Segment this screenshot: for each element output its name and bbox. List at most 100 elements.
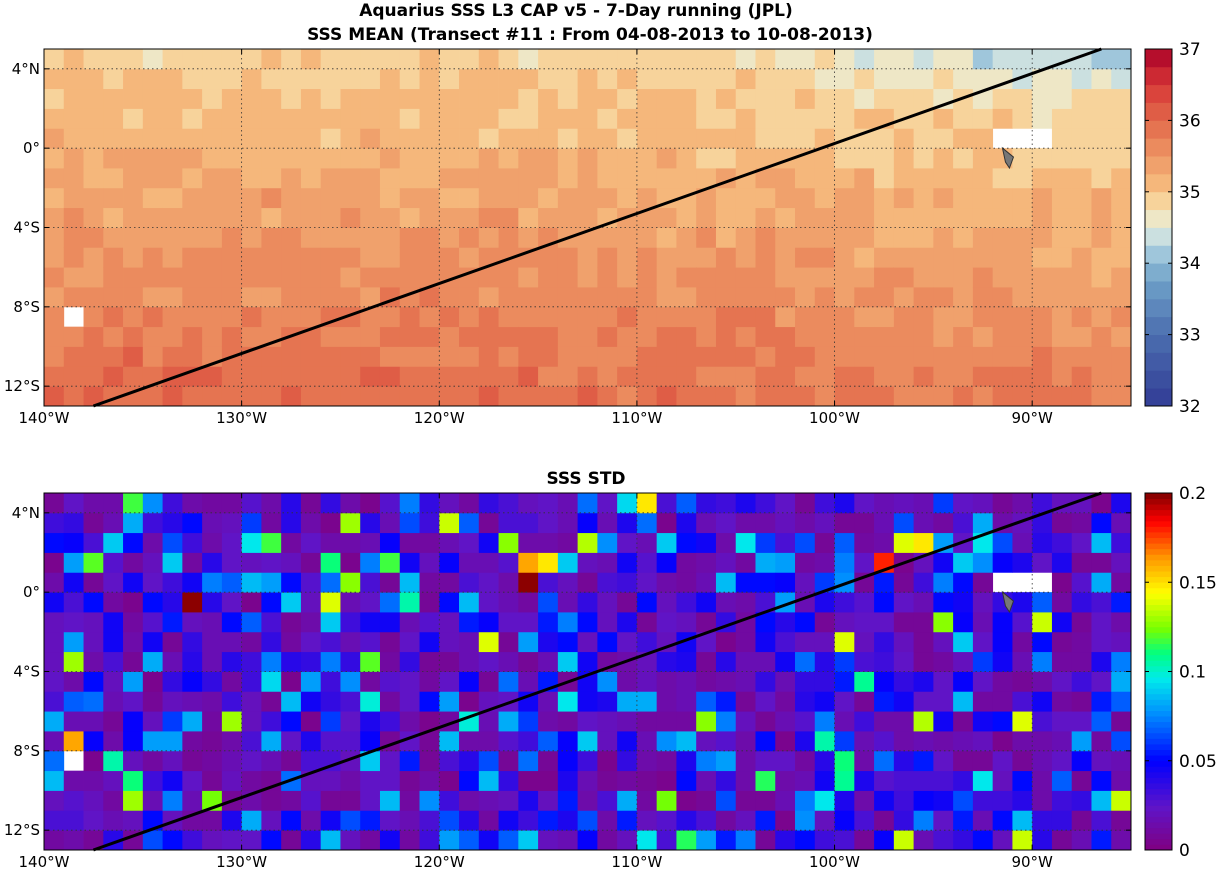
heatmap-cell — [202, 227, 223, 248]
heatmap-cell — [44, 631, 65, 653]
heatmap-cell — [63, 366, 84, 387]
heatmap-cell — [775, 612, 796, 633]
heatmap-cell — [459, 592, 480, 613]
heatmap-cell — [735, 267, 756, 288]
sss-mean-panel: 140°W 130°W 120°W 110°W 100°W 90°W4°N0°4°S8°S… — [4, 47, 1132, 427]
heatmap-cell — [142, 326, 163, 347]
heatmap-cell — [320, 207, 341, 228]
heatmap-cell — [755, 306, 776, 328]
heatmap-cell — [1012, 731, 1033, 752]
heatmap-cell — [518, 612, 539, 633]
heatmap-cell — [340, 691, 361, 712]
heatmap-cell — [597, 346, 618, 367]
heatmap-cell — [1051, 386, 1073, 407]
heatmap-cell — [202, 770, 223, 791]
heatmap-cell — [893, 306, 914, 328]
heatmap-cell — [874, 830, 895, 851]
heatmap-cell — [953, 731, 974, 752]
heatmap-cell — [360, 346, 381, 367]
heatmap-cell — [834, 326, 855, 347]
heatmap-cell — [419, 691, 440, 712]
heatmap-cell — [656, 592, 677, 613]
heatmap-cell — [340, 207, 361, 228]
heatmap-cell — [202, 287, 223, 308]
heatmap-cell — [854, 493, 875, 514]
heatmap-cell — [755, 731, 776, 752]
heatmap-cell — [814, 88, 835, 109]
heatmap-cell — [518, 148, 539, 169]
heatmap-cell — [696, 711, 717, 732]
heatmap-cell — [735, 731, 756, 752]
heatmap-cell — [834, 148, 855, 169]
heatmap-cell — [1111, 207, 1132, 228]
x-tick-label: 140°W — [19, 853, 70, 871]
heatmap-cell — [953, 49, 974, 70]
heatmap-cell — [538, 267, 559, 288]
heatmap-cell — [1111, 830, 1132, 851]
heatmap-cell — [538, 366, 559, 387]
heatmap-cell — [83, 128, 104, 149]
heatmap-cell — [44, 148, 65, 169]
heatmap-cell — [1091, 532, 1112, 553]
heatmap-cell — [597, 612, 618, 633]
heatmap-cell — [538, 552, 559, 573]
heatmap-cell — [261, 227, 282, 248]
heatmap-cell — [656, 493, 677, 514]
heatmap-cell — [241, 326, 262, 347]
heatmap-cell — [478, 346, 499, 367]
heatmap-cell — [1091, 612, 1112, 633]
heatmap-cell — [696, 68, 717, 90]
heatmap-cell — [874, 148, 895, 169]
heatmap-cell — [1012, 247, 1033, 268]
heatmap-cell — [63, 168, 84, 189]
heatmap-cell — [399, 108, 420, 129]
heatmap-cell — [221, 830, 243, 851]
heatmap-cell — [953, 326, 974, 347]
heatmap-cell — [1012, 187, 1033, 209]
heatmap-cell — [221, 750, 243, 772]
heatmap-cell — [44, 366, 65, 387]
heatmap-cell — [439, 552, 460, 573]
heatmap-cell — [992, 168, 1013, 189]
heatmap-cell — [676, 512, 697, 534]
heatmap-cell — [1051, 366, 1073, 387]
heatmap-cell — [103, 168, 124, 189]
heatmap-cell — [419, 247, 440, 268]
heatmap-cell — [63, 108, 84, 129]
heatmap-cell — [735, 88, 756, 109]
heatmap-cell — [775, 187, 796, 209]
heatmap-cell — [557, 128, 579, 149]
heatmap-cell — [696, 572, 717, 593]
heatmap-cell — [735, 790, 756, 811]
heatmap-cell — [814, 108, 835, 129]
heatmap-cell — [44, 386, 65, 407]
heatmap-cell — [676, 306, 697, 328]
heatmap-cell — [162, 731, 183, 752]
heatmap-cell — [379, 346, 401, 367]
heatmap-cell — [241, 148, 262, 169]
heatmap-cell — [854, 88, 875, 109]
heatmap-cell — [656, 227, 677, 248]
heatmap-cell — [814, 731, 835, 752]
colorbar-segment — [1145, 783, 1172, 790]
heatmap-cell — [834, 651, 855, 672]
heatmap-cell — [1032, 592, 1053, 613]
heatmap-cell — [44, 770, 65, 791]
heatmap-cell — [1051, 306, 1073, 328]
heatmap-cell — [83, 631, 104, 653]
heatmap-cell — [795, 711, 816, 732]
heatmap-cell — [992, 671, 1013, 692]
heatmap-cell — [1091, 512, 1112, 534]
heatmap-cell — [874, 691, 895, 712]
heatmap-cell — [1051, 810, 1073, 831]
colorbar-segment — [1145, 509, 1172, 516]
heatmap-cell — [142, 532, 163, 553]
heatmap-cell — [439, 790, 460, 811]
heatmap-cell — [636, 49, 658, 70]
heatmap-cell — [557, 711, 579, 732]
x-tick-label: 140°W — [19, 409, 70, 427]
heatmap-cell — [893, 612, 914, 633]
heatmap-cell — [379, 366, 401, 387]
heatmap-cell — [162, 108, 183, 129]
heatmap-cell — [340, 128, 361, 149]
